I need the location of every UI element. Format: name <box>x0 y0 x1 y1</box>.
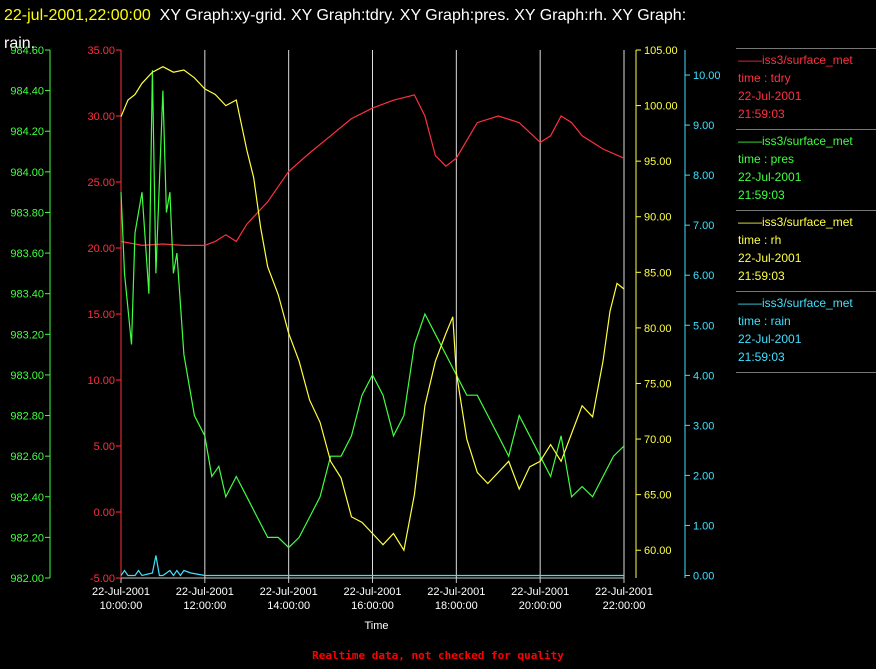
legend-field: time : rain <box>738 314 791 328</box>
y-tick-label: 984.00 <box>10 167 44 179</box>
y-tick-label: 7.00 <box>693 220 714 232</box>
series-line-pres <box>120 70 625 549</box>
legend-source: ——iss3/surface_met <box>738 296 853 310</box>
y-tick-label: 2.00 <box>693 470 714 482</box>
y-tick-label: 983.40 <box>10 289 44 301</box>
series-line-rh <box>120 66 625 552</box>
y-tick-label: 15.00 <box>87 309 115 321</box>
y-tick-label: 60.00 <box>644 545 672 557</box>
x-tick-label: 22-Jul-2001 <box>176 586 234 598</box>
y-tick-label: 982.80 <box>10 411 44 423</box>
y-tick-label: 0.00 <box>693 570 714 582</box>
y-tick-label: 984.40 <box>10 86 44 98</box>
legend-entry-pres[interactable]: ——iss3/surface_met time : pres 22-Jul-20… <box>736 129 876 210</box>
x-tick-label: 22-Jul-2001 <box>595 586 653 598</box>
x-tick-label: 14:00:00 <box>267 600 310 612</box>
y-tick-label: 984.60 <box>10 45 44 57</box>
quality-warning: Realtime data, not checked for quality <box>312 649 564 662</box>
x-tick-label: 22-Jul-2001 <box>92 586 150 598</box>
y-tick-label: 8.00 <box>693 170 714 182</box>
y-tick-label: 35.00 <box>87 45 115 57</box>
y-tick-label: 30.00 <box>87 111 115 123</box>
y-tick-label: 982.60 <box>10 451 44 463</box>
legend-date: 22-Jul-2001 <box>738 170 802 184</box>
y-tick-label: 983.60 <box>10 248 44 260</box>
legend-date: 22-Jul-2001 <box>738 89 802 103</box>
legend-time: 21:59:03 <box>738 188 785 202</box>
legend-source: ——iss3/surface_met <box>738 134 853 148</box>
x-tick-label: 18:00:00 <box>435 600 478 612</box>
x-tick-label: 22-Jul-2001 <box>343 586 401 598</box>
y-tick-label: 20.00 <box>87 243 115 255</box>
y-tick-label: 5.00 <box>94 441 115 453</box>
x-axis-label: Time <box>364 620 388 632</box>
x-tick-label: 20:00:00 <box>519 600 562 612</box>
y-tick-label: -5.00 <box>90 573 115 585</box>
title-graph-list: XY Graph:xy-grid. XY Graph:tdry. XY Grap… <box>159 7 687 24</box>
y-tick-label: 5.00 <box>693 320 714 332</box>
y-tick-label: 3.00 <box>693 420 714 432</box>
y-tick-label: 984.20 <box>10 126 44 138</box>
chart-title: 22-jul-2001,22:00:00 XY Graph:xy-grid. X… <box>4 2 864 58</box>
x-tick-label: 12:00:00 <box>183 600 226 612</box>
y-tick-label: 25.00 <box>87 177 115 189</box>
x-tick-label: 22:00:00 <box>603 600 646 612</box>
series-line-tdry <box>120 94 625 247</box>
y-tick-label: 9.00 <box>693 120 714 132</box>
legend-field: time : rh <box>738 233 782 247</box>
y-tick-label: 80.00 <box>644 323 672 335</box>
legend-time: 21:59:03 <box>738 269 785 283</box>
title-graph-list-cont: rain. <box>4 35 36 52</box>
legend-time: 21:59:03 <box>738 350 785 364</box>
legend-source: ——iss3/surface_met <box>738 215 853 229</box>
legend-field: time : tdry <box>738 71 791 85</box>
y-tick-label: 982.20 <box>10 532 44 544</box>
y-tick-label: 70.00 <box>644 434 672 446</box>
series-line-rain <box>120 555 624 577</box>
legend-time: 21:59:03 <box>738 107 785 121</box>
x-tick-label: 22-Jul-2001 <box>427 586 485 598</box>
y-tick-label: 4.00 <box>693 370 714 382</box>
y-tick-label: 85.00 <box>644 267 672 279</box>
y-tick-label: 105.00 <box>644 45 678 57</box>
y-tick-label: 983.80 <box>10 207 44 219</box>
legend-date: 22-Jul-2001 <box>738 332 802 346</box>
y-tick-label: 10.00 <box>693 70 721 82</box>
y-tick-label: 982.40 <box>10 492 44 504</box>
title-timestamp: 22-jul-2001,22:00:00 <box>4 7 151 24</box>
legend-date: 22-Jul-2001 <box>738 251 802 265</box>
y-tick-label: 1.00 <box>693 520 714 532</box>
y-tick-label: 982.00 <box>10 573 44 585</box>
legend-field: time : pres <box>738 152 795 166</box>
legend-entry-tdry[interactable]: ——iss3/surface_met time : tdry 22-Jul-20… <box>736 48 876 129</box>
y-tick-label: 95.00 <box>644 156 672 168</box>
y-tick-label: 983.20 <box>10 329 44 341</box>
legend: ——iss3/surface_met time : tdry 22-Jul-20… <box>736 48 876 373</box>
legend-source: ——iss3/surface_met <box>738 53 853 67</box>
y-tick-label: 983.00 <box>10 370 44 382</box>
y-tick-label: 100.00 <box>644 101 678 113</box>
x-tick-label: 16:00:00 <box>351 600 394 612</box>
y-tick-label: 75.00 <box>644 378 672 390</box>
y-tick-label: 65.00 <box>644 490 672 502</box>
y-tick-label: 90.00 <box>644 212 672 224</box>
legend-entry-rh[interactable]: ——iss3/surface_met time : rh 22-Jul-2001… <box>736 210 876 291</box>
x-tick-label: 10:00:00 <box>100 600 143 612</box>
y-tick-label: 6.00 <box>693 270 714 282</box>
y-tick-label: 0.00 <box>94 507 115 519</box>
legend-entry-rain[interactable]: ——iss3/surface_met time : rain 22-Jul-20… <box>736 291 876 373</box>
x-tick-label: 22-Jul-2001 <box>260 586 318 598</box>
x-tick-label: 22-Jul-2001 <box>511 586 569 598</box>
y-tick-label: 10.00 <box>87 375 115 387</box>
